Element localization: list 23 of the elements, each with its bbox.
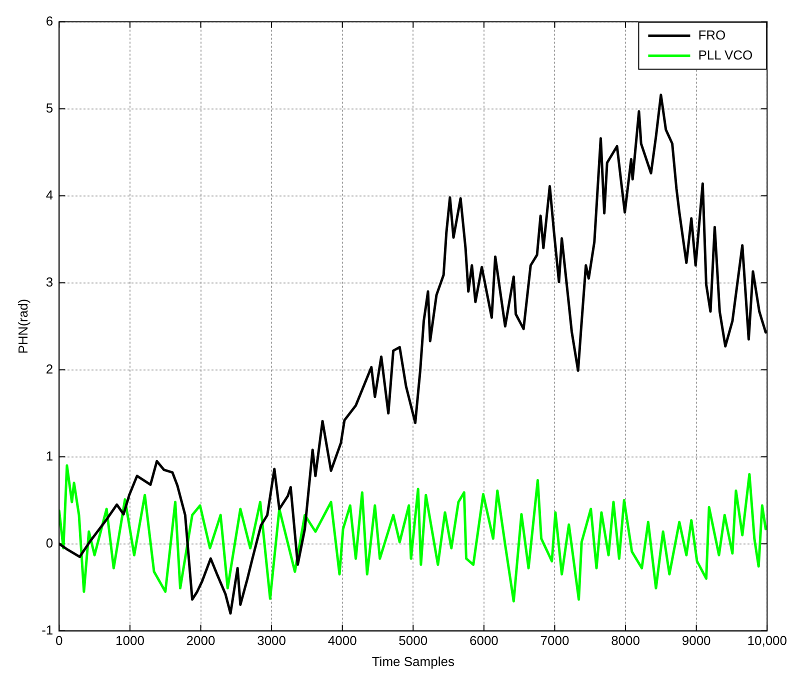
x-tick-label: 7000 bbox=[540, 633, 570, 648]
x-tick-label: 5000 bbox=[398, 633, 428, 648]
x-tick-label: 6000 bbox=[469, 633, 498, 648]
x-tick-label: 9000 bbox=[682, 633, 711, 648]
x-axis-title: Time Samples bbox=[372, 654, 455, 669]
y-tick-label: 4 bbox=[46, 187, 54, 202]
x-tick-label: 10,000 bbox=[747, 633, 787, 648]
y-tick-label: 6 bbox=[46, 13, 54, 28]
y-tick-label: 5 bbox=[46, 100, 54, 116]
y-tick-label: 2 bbox=[46, 361, 54, 376]
x-tick-label: 1000 bbox=[115, 633, 144, 648]
y-tick-label: 3 bbox=[46, 274, 54, 290]
x-tick-label: 3000 bbox=[257, 633, 286, 648]
y-tick-label: 0 bbox=[46, 535, 54, 550]
x-tick-label: 4000 bbox=[328, 633, 357, 648]
x-tick-label: 2000 bbox=[186, 633, 216, 648]
x-tick-label: 8000 bbox=[611, 633, 640, 648]
y-axis-title: PHN(rad) bbox=[15, 298, 30, 354]
y-tick-label: -1 bbox=[42, 622, 54, 638]
x-tick-label: 0 bbox=[56, 633, 63, 648]
legend-label: FRO bbox=[698, 27, 726, 42]
legend-label: PLL VCO bbox=[698, 47, 753, 62]
y-tick-label: 1 bbox=[46, 448, 54, 464]
